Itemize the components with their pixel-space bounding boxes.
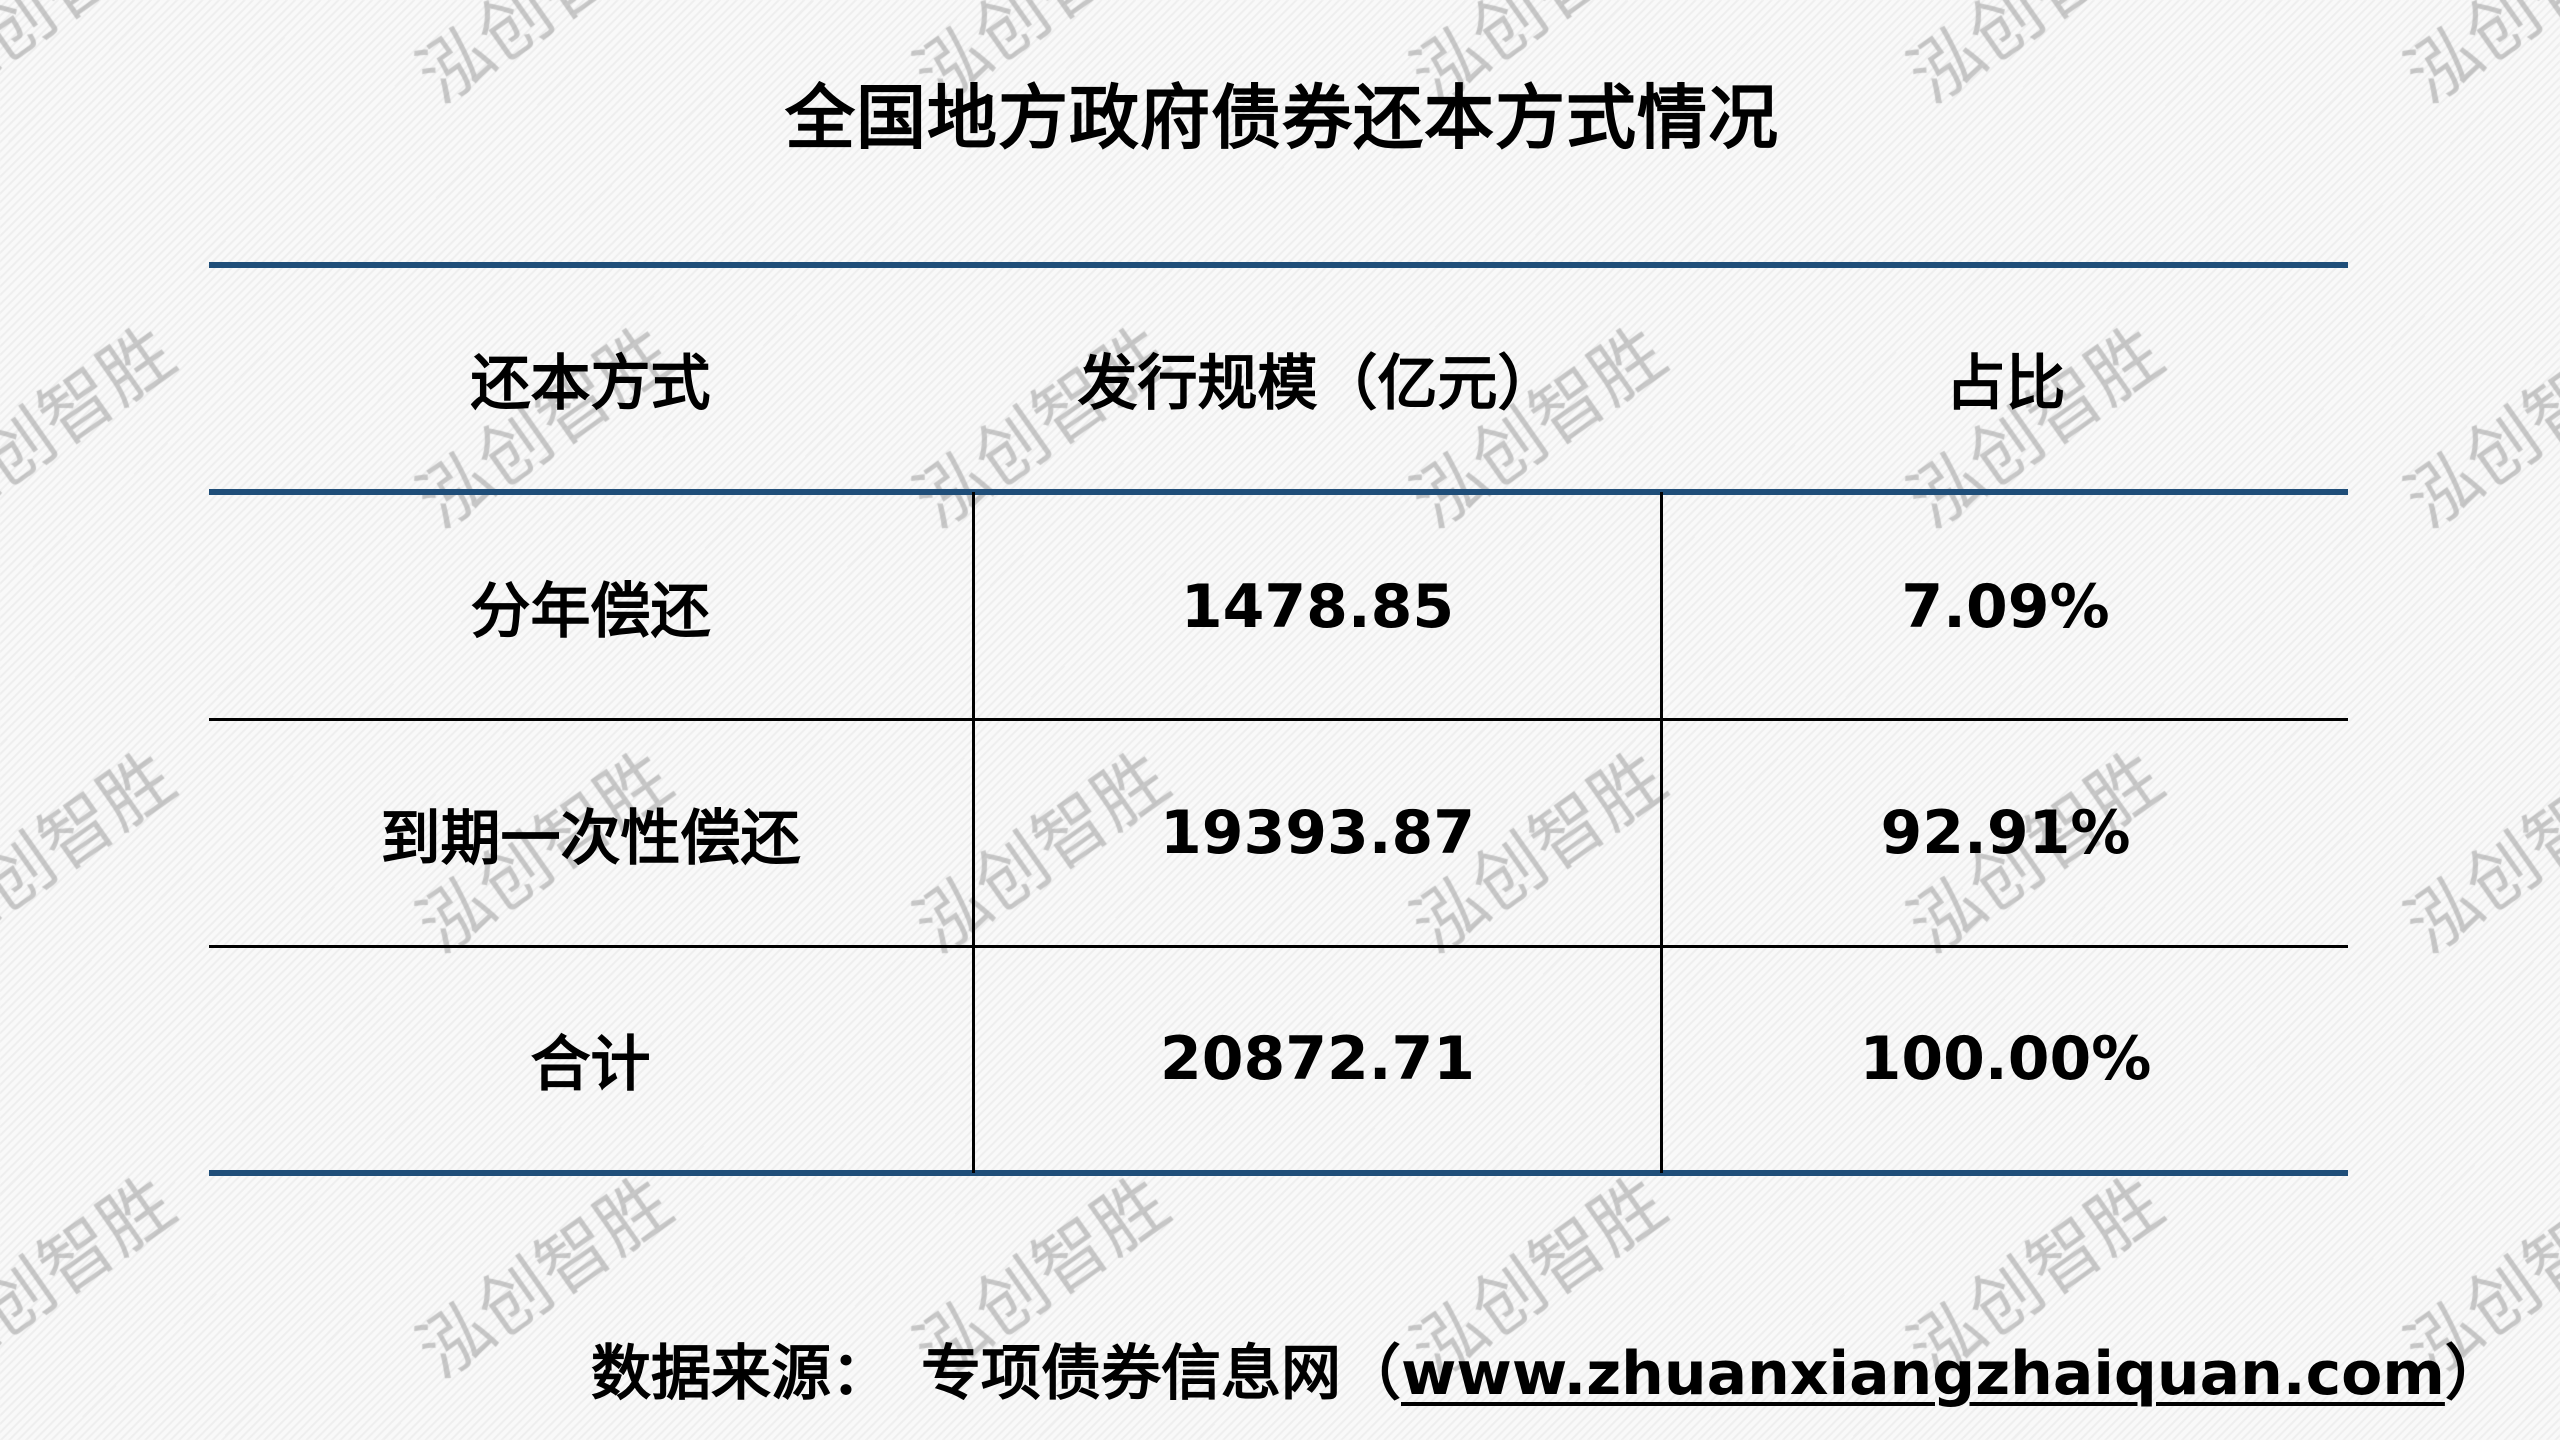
table-bottom-rule (209, 1170, 2348, 1176)
source-name: 专项债券信息网（ (921, 1339, 1401, 1409)
source-close: ） (2444, 1339, 2505, 1409)
table-row-method: 分年偿还 (470, 577, 711, 647)
table-row-share: 7.09% (1901, 571, 2110, 642)
table-row-scale: 19393.87 (1159, 798, 1476, 868)
table-row-share: 92.91% (1880, 798, 2131, 868)
data-source: 数据来源： 专项债券信息网（www.zhuanxiangzhaiquan.com） (591, 1325, 2505, 1412)
table-row-method: 到期一次性偿还 (380, 803, 801, 874)
source-url-link[interactable]: www.zhuanxiangzhaiquan.com (1401, 1339, 2445, 1409)
header-repayment-method: 还本方式 (470, 349, 711, 419)
header-share: 占比 (1945, 349, 2066, 419)
source-label: 数据来源： (591, 1339, 891, 1409)
page-title: 全国地方政府债券还本方式情况 (785, 77, 1779, 159)
table-row-scale: 1478.85 (1180, 571, 1455, 642)
table-total-share: 100.00% (1859, 1024, 2152, 1094)
table-total-label: 合计 (530, 1029, 651, 1100)
header-issuance-scale: 发行规模（亿元） (1077, 349, 1558, 419)
table-total-scale: 20872.71 (1159, 1024, 1476, 1094)
